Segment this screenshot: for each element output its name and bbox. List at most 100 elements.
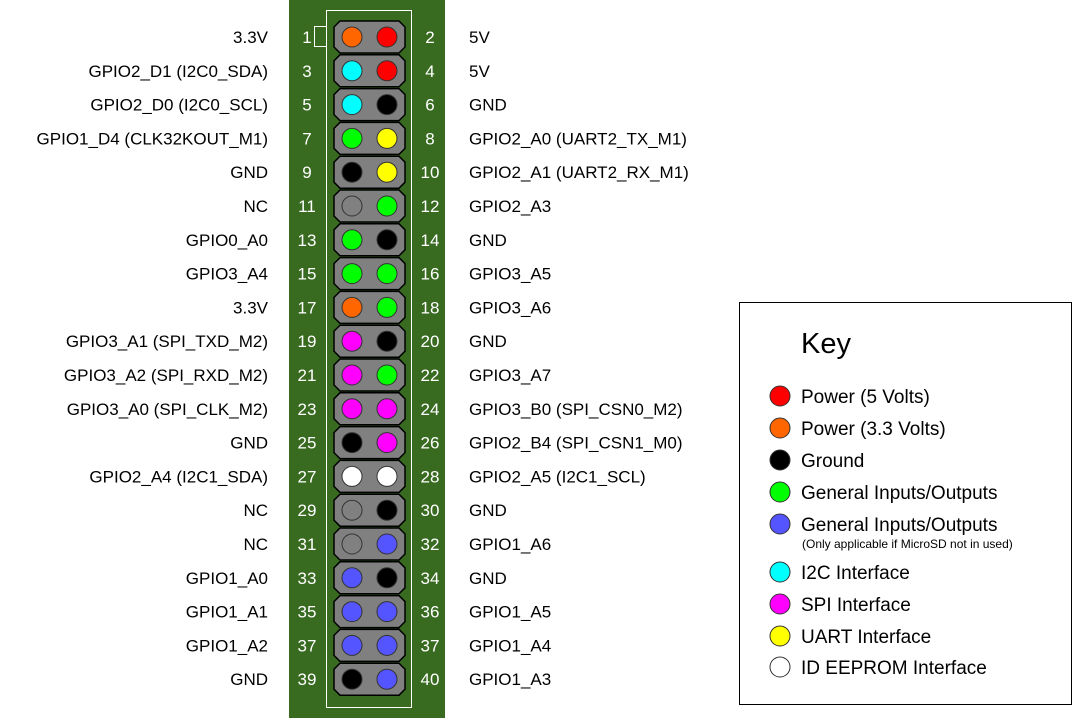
pin-number: 21: [298, 366, 317, 385]
pin-number: 28: [421, 467, 440, 486]
key-label: SPI Interface: [801, 595, 911, 616]
key-label: I2C Interface: [801, 563, 910, 584]
pin-label: GPIO2_D0 (I2C0_SCL): [90, 96, 268, 115]
pin-label: NC: [243, 535, 268, 554]
pin-ground-icon: [341, 432, 363, 454]
key-panel: Key Power (5 Volts) Power (3.3 Volts) Grou…: [739, 302, 1072, 705]
pin-number: 15: [298, 265, 317, 284]
pin-number: 32: [421, 535, 440, 554]
pin-number: 37: [421, 636, 440, 655]
pin-label: 5V: [469, 62, 490, 81]
pin-number: 30: [421, 501, 440, 520]
pin-spi-icon: [376, 432, 398, 454]
pin-gpio_sd-icon: [341, 601, 363, 623]
pin-label: GPIO3_A0 (SPI_CLK_M2): [67, 400, 268, 419]
pin-uart-icon: [376, 161, 398, 183]
pin-number: 40: [421, 670, 440, 689]
pin-i2c-icon: [341, 60, 363, 82]
pin-label: NC: [243, 197, 268, 216]
pin-row: 15 GPIO3_A4 16 GPIO3_A5: [186, 256, 551, 291]
pin-eeprom-icon: [376, 465, 398, 487]
pin-label: GND: [469, 332, 507, 351]
pin-number: 29: [298, 501, 317, 520]
pin-label: GPIO3_A4: [186, 265, 268, 284]
pin-label: GND: [469, 231, 507, 250]
pin-label: GPIO2_A5 (I2C1_SCL): [469, 467, 646, 486]
pin-row: 3 GPIO2_D1 (I2C0_SDA) 4 5V: [88, 54, 490, 88]
pin-label: GPIO2_A4 (I2C1_SDA): [89, 467, 268, 486]
key-i2c-swatch-icon: [769, 561, 791, 583]
pin-row: 39 GND 40 GPIO1_A3: [230, 662, 551, 696]
pin-ground-icon: [376, 567, 398, 589]
pin-label: GPIO1_A6: [469, 535, 551, 554]
pin-number: 12: [421, 197, 440, 216]
key-label: UART Interface: [801, 627, 931, 648]
pin-number: 19: [298, 332, 317, 351]
key-ground-swatch-icon: [769, 449, 791, 471]
pin-number: 16: [421, 265, 440, 284]
pin-row: 35 GPIO1_A1 36 GPIO1_A5: [186, 594, 551, 629]
pin-gpio-icon: [341, 263, 363, 285]
pin-number: 34: [421, 569, 440, 588]
pin-number: 13: [298, 231, 317, 250]
pin-number: 7: [302, 129, 311, 148]
pin-number: 6: [425, 96, 434, 115]
pin-row: 29 NC 30 GND: [243, 493, 507, 527]
pin-spi-icon: [341, 330, 363, 352]
pin-label: GPIO1_A5: [469, 603, 551, 622]
key-item: General Inputs/Outputs(Only applicable i…: [769, 513, 1013, 551]
key-power5v-swatch-icon: [769, 385, 791, 407]
pin-gpio-icon: [376, 364, 398, 386]
pin-number: 9: [302, 163, 311, 182]
pin-gpio-icon: [376, 195, 398, 217]
pin-label: GPIO2_D1 (I2C0_SDA): [88, 62, 268, 81]
key-uart-swatch-icon: [769, 625, 791, 647]
key-box: [739, 302, 1072, 705]
pin-label: GPIO2_A3: [469, 197, 551, 216]
pin-uart-icon: [376, 127, 398, 149]
pin-row: 11 NC 12 GPIO2_A3: [243, 189, 551, 223]
pin-label: GPIO1_A0: [186, 569, 268, 588]
key-eeprom-swatch-icon: [769, 656, 791, 678]
pin-number: 1: [302, 28, 311, 47]
key-note: (Only applicable if MicroSD not in used): [802, 537, 1013, 551]
pin-number: 3: [302, 62, 311, 81]
pin-label: 3.3V: [233, 298, 269, 317]
pin-number: 36: [421, 603, 440, 622]
pin-row: 5 GPIO2_D0 (I2C0_SCL) 6 GND: [90, 87, 507, 122]
key-gpio-swatch-icon: [769, 481, 791, 503]
pin-nc-icon: [341, 499, 363, 521]
pin-number: 31: [298, 535, 317, 554]
pin-label: 3.3V: [233, 28, 269, 47]
pin-spi-icon: [341, 398, 363, 420]
pin-label: GPIO3_B0 (SPI_CSN0_M2): [469, 400, 683, 419]
key-item: I2C Interface: [769, 561, 910, 584]
pin-power5v-icon: [376, 26, 398, 48]
pin-label: GND: [469, 569, 507, 588]
pin-i2c-icon: [341, 94, 363, 116]
key-item: ID EEPROM Interface: [769, 656, 987, 679]
pin-label: GPIO3_A5: [469, 265, 551, 284]
pin-number: 2: [425, 28, 434, 47]
pin-number: 11: [298, 197, 316, 216]
pin-row: 9 GND 10 GPIO2_A1 (UART2_RX_M1): [230, 155, 689, 189]
pin-label: GPIO3_A6: [469, 298, 551, 317]
pin-spi-icon: [341, 364, 363, 386]
key-power33v-swatch-icon: [769, 417, 791, 439]
header-outline: [326, 10, 412, 708]
pin-label: GND: [469, 501, 507, 520]
pin-row: 37 GPIO1_A2 37 GPIO1_A4: [186, 628, 551, 663]
pin-number: 23: [298, 400, 317, 419]
pin-number: 18: [421, 298, 440, 317]
pin-gpio-icon: [376, 296, 398, 318]
pin-label: GND: [230, 670, 268, 689]
pin-label: 5V: [469, 28, 490, 47]
key-label: ID EEPROM Interface: [801, 658, 987, 679]
pin-label: GPIO1_A2: [186, 636, 268, 655]
key-item: Power (3.3 Volts): [769, 417, 946, 440]
pin1-marker: [314, 26, 327, 47]
pin-spi-icon: [376, 398, 398, 420]
pin-row: 21 GPIO3_A2 (SPI_RXD_M2) 22 GPIO3_A7: [64, 358, 551, 392]
pin-label: GND: [469, 96, 507, 115]
